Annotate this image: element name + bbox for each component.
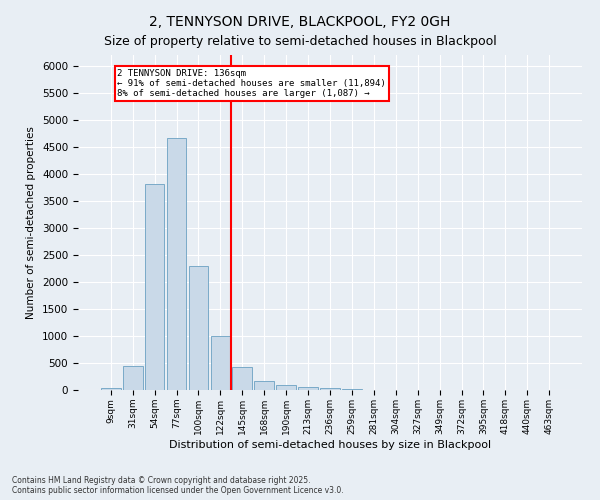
Bar [254,380,274,390]
Text: 2, TENNYSON DRIVE, BLACKPOOL, FY2 0GH: 2, TENNYSON DRIVE, BLACKPOOL, FY2 0GH [149,15,451,29]
Bar [276,385,296,390]
Bar [211,336,230,390]
Text: Size of property relative to semi-detached houses in Blackpool: Size of property relative to semi-detach… [104,35,496,48]
Bar [188,266,208,390]
X-axis label: Distribution of semi-detached houses by size in Blackpool: Distribution of semi-detached houses by … [169,440,491,450]
Y-axis label: Number of semi-detached properties: Number of semi-detached properties [26,126,37,319]
Bar [298,387,318,390]
Text: Contains HM Land Registry data © Crown copyright and database right 2025.
Contai: Contains HM Land Registry data © Crown c… [12,476,344,495]
Bar [167,138,187,390]
Bar [320,388,340,390]
Bar [232,368,252,390]
Bar [145,184,164,390]
Bar [123,366,143,390]
Text: 2 TENNYSON DRIVE: 136sqm
← 91% of semi-detached houses are smaller (11,894)
8% o: 2 TENNYSON DRIVE: 136sqm ← 91% of semi-d… [118,68,386,98]
Bar [101,388,121,390]
